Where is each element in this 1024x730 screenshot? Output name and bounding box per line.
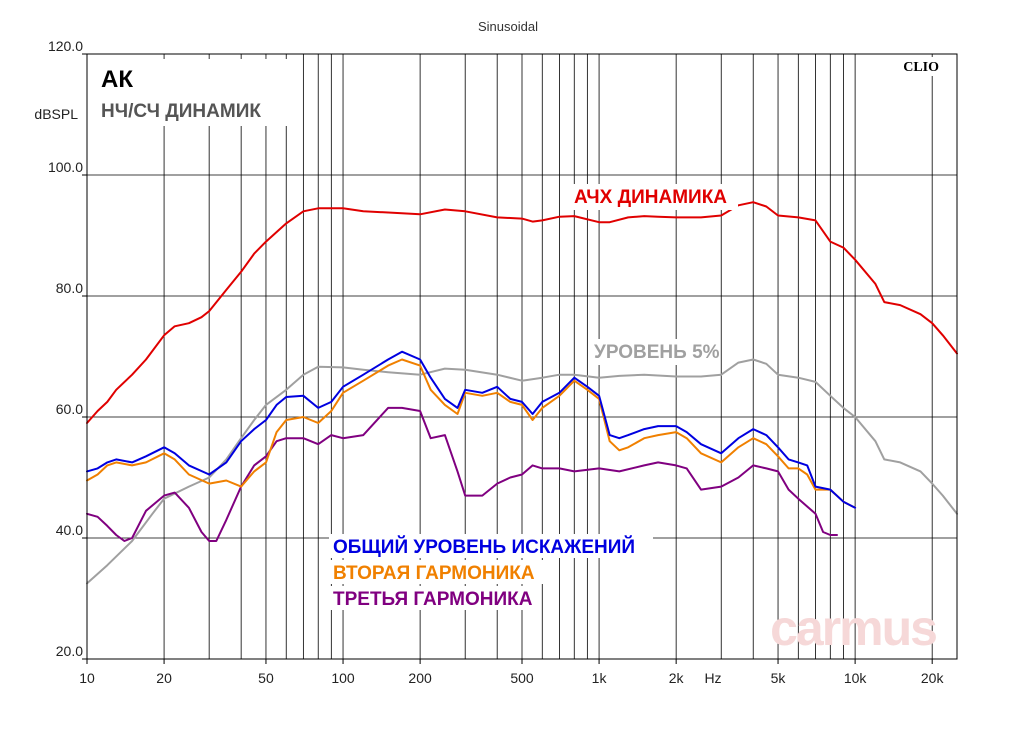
series-label-bg xyxy=(329,560,545,584)
x-axis-label: Hz xyxy=(704,670,721,686)
brand-box xyxy=(892,57,942,76)
series-label-bg xyxy=(590,339,718,365)
watermark-text: carmus xyxy=(770,600,936,656)
x-tick-label: 100 xyxy=(331,670,355,686)
series-layer xyxy=(86,201,958,585)
heading-main: АК xyxy=(101,66,133,93)
series-line-3 xyxy=(86,358,857,509)
y-tick-label: 60.0 xyxy=(56,401,83,417)
x-tick-label: 200 xyxy=(408,670,432,686)
series-label: ОБЩИЙ УРОВЕНЬ ИСКАЖЕНИЙ xyxy=(333,536,635,558)
x-tick-label: 10 xyxy=(79,670,95,686)
series-line-2 xyxy=(86,350,857,509)
heading-sub: НЧ/СЧ ДИНАМИК xyxy=(101,101,261,122)
series-label: ВТОРАЯ ГАРМОНИКА xyxy=(333,563,535,584)
x-tick-label: 1k xyxy=(592,670,608,686)
y-tick-label: 80.0 xyxy=(56,280,83,296)
heading-layer: АК НЧ/СЧ ДИНАМИК CLIO xyxy=(95,57,942,126)
y-tick-label: 40.0 xyxy=(56,522,83,538)
y-axis-label: dBSPL xyxy=(34,106,78,122)
x-tick-label: 500 xyxy=(510,670,534,686)
x-tick-label: 2k xyxy=(669,670,685,686)
y-tick-label: 120.0 xyxy=(48,38,83,54)
series-line-1 xyxy=(86,358,958,585)
x-tick-label: 5k xyxy=(771,670,787,686)
series-label: УРОВЕНЬ 5% xyxy=(594,342,720,363)
series-label-bg xyxy=(570,184,738,210)
x-tick-label: 20k xyxy=(921,670,945,686)
legend-layer: АЧХ ДИНАМИКА УРОВЕНЬ 5% ОБЩИЙ УРОВЕНЬ ИСКА… xyxy=(329,184,738,610)
x-tick-label: 20 xyxy=(156,670,172,686)
series-line-4 xyxy=(86,406,838,542)
y-tick-label: 20.0 xyxy=(56,643,83,659)
x-tick-label: 50 xyxy=(258,670,274,686)
y-tick-label: 100.0 xyxy=(48,159,83,175)
series-label-bg xyxy=(329,586,541,610)
x-tick-label: 10k xyxy=(844,670,868,686)
series-label: ТРЕТЬЯ ГАРМОНИКА xyxy=(333,589,533,610)
grid-lines xyxy=(87,54,957,659)
series-label: АЧХ ДИНАМИКА xyxy=(574,187,727,208)
brand-label: CLIO xyxy=(903,60,939,75)
chart-title: Sinusoidal xyxy=(478,19,538,34)
axis-ticks: 20.0 40.0 60.0 80.0 100.0 120.0 10 20 50 100 200 50… xyxy=(48,38,945,686)
heading-box xyxy=(95,59,289,126)
series-label-bg xyxy=(329,534,653,558)
series-line-0 xyxy=(86,201,958,424)
watermark-layer: carmus xyxy=(770,600,938,656)
